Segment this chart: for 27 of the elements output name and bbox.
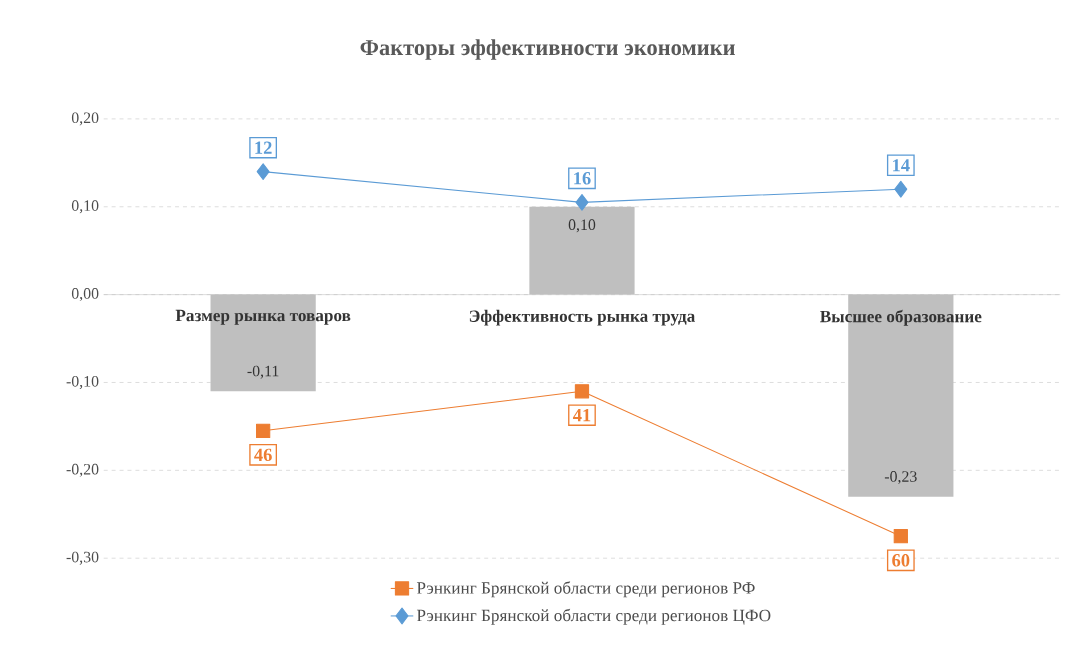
annotation: 60 (892, 554, 910, 567)
x-tick-label: Размер рынка товаров (175, 309, 351, 325)
data-label: -0,23 (884, 471, 917, 485)
annotation: 41 (572, 409, 591, 422)
data-label: -0,11 (247, 365, 279, 379)
point (255, 423, 271, 439)
point (256, 163, 270, 181)
annotation: 46 (254, 448, 272, 462)
y-tick-label: -0,30 (66, 551, 99, 565)
point (893, 529, 908, 544)
annotation: 12 (255, 141, 272, 154)
point (574, 384, 590, 399)
x-tick-label: Высшее образование (820, 309, 982, 326)
annotation: 14 (893, 159, 910, 172)
point (894, 180, 908, 198)
y-tick-label: 0,00 (71, 288, 99, 302)
point (575, 194, 589, 211)
data-label: 0,10 (568, 219, 596, 233)
annotation: 16 (574, 172, 591, 185)
x-tick-label: Эффективность рынка труда (469, 309, 695, 326)
y-tick-label: -0,10 (66, 376, 99, 390)
y-tick-label: -0,20 (66, 463, 99, 477)
y-tick-label: 0,20 (71, 112, 99, 126)
y-tick-label: 0,10 (71, 200, 99, 214)
legend-label: Рэнкинг Брянской области среди регионов ЦФО (416, 608, 771, 625)
chart-title: Факторы эффективности экономики (360, 39, 735, 60)
legend-label: Рэнкинг Брянской области среди регионов РФ (416, 581, 755, 598)
